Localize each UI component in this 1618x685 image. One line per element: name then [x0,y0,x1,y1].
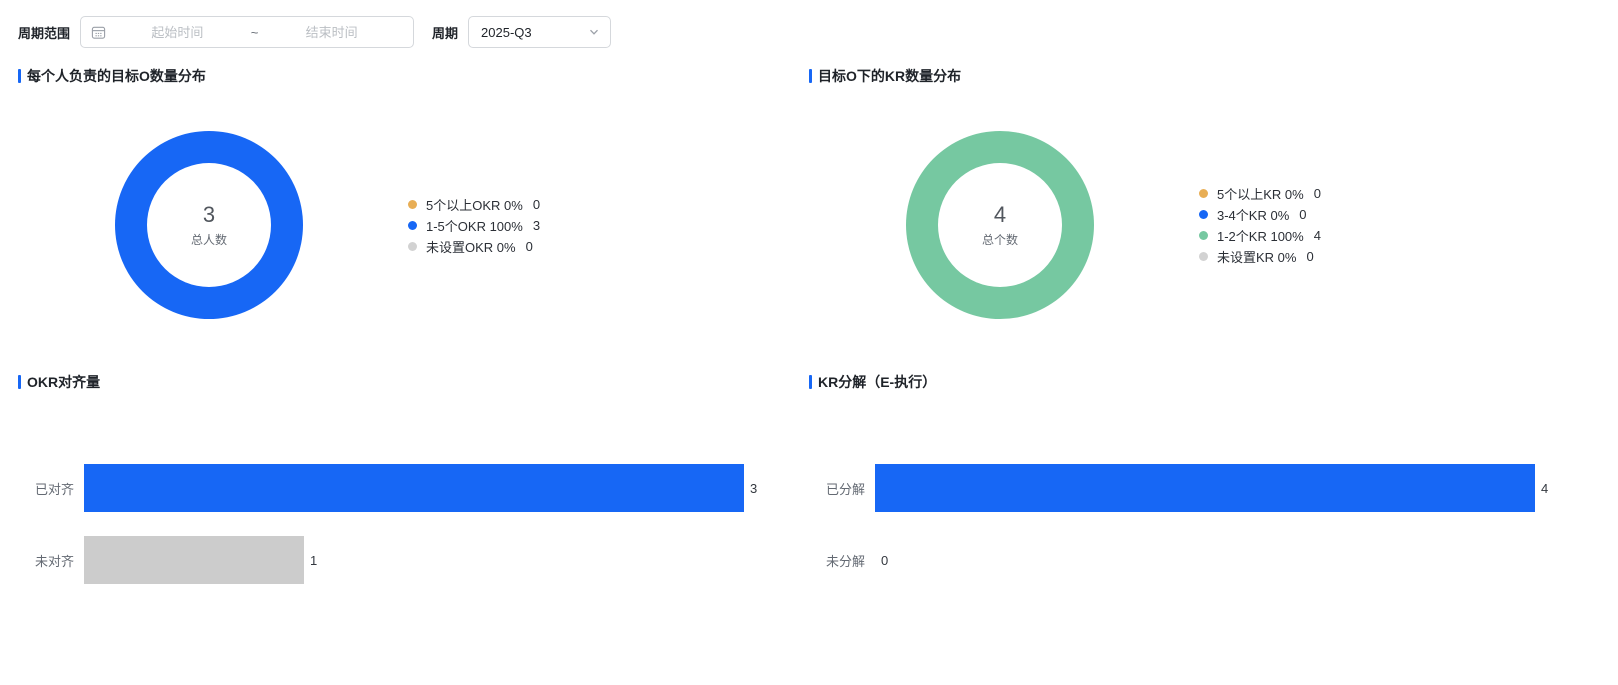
panel-okr-alignment: OKR对齐量 已对齐 3 未对齐 1 [18,372,809,608]
donut-chart-kr-count: 4 总个数 [906,131,1094,319]
bar-value: 4 [1541,480,1549,496]
bar-category-label: 未分解 [825,553,865,569]
panel-title-text: 每个人负责的目标O数量分布 [27,68,206,84]
bar [84,536,304,584]
bar-row: 未对齐 1 [18,536,809,584]
donut-total-label: 总个数 [981,233,1018,248]
period-select-value: 2025-Q3 [481,24,532,40]
legend-dot-icon [1199,252,1208,261]
panel-title-text: 目标O下的KR数量分布 [818,68,962,84]
legend-count: 0 [1313,186,1321,201]
chevron-down-icon [590,29,598,35]
legend-label: 1-5个OKR 100% [426,218,523,234]
legend-dot-icon [1199,189,1208,198]
end-date-input[interactable] [260,24,404,40]
legend-item: 未设置OKR 0% 0 [408,236,540,257]
bar-row: 已对齐 3 [18,464,809,512]
calendar-icon [91,26,106,39]
legend-dot-icon [1199,231,1208,240]
bar-row: 未分解 0 [809,536,1600,584]
panel-title: KR分解（E-执行） [809,372,1600,392]
donut-center: 4 总个数 [938,163,1062,287]
legend-item: 3-4个KR 0% 0 [1199,204,1321,225]
title-marker [809,375,812,389]
legend-count: 3 [532,217,541,233]
panel-title-text: OKR对齐量 [27,374,101,390]
legend-dot-icon [408,199,417,209]
legend-count: 0 [1306,249,1314,264]
legend-item: 5个以上KR 0% 0 [1199,183,1321,204]
donut-chart-o-count: 3 总人数 [115,131,303,319]
start-date-input[interactable] [106,24,249,40]
legend-label: 3-4个KR 0% [1217,208,1290,223]
period-select[interactable]: 2025-Q3 [468,16,612,48]
legend-kr-count: 5个以上KR 0% 0 3-4个KR 0% 0 1-2个KR 100% 4 未设置KR 0%… [1199,183,1321,267]
legend-label: 未设置KR 0% [1217,250,1297,265]
legend-item: 1-5个OKR 100% 3 [408,215,540,236]
donut-total-value: 4 [993,201,1007,227]
legend-count: 0 [525,238,533,254]
bar [875,464,1535,512]
bar-category-label: 已对齐 [34,481,74,497]
filter-bar: 周期范围 ~ 周期 2025-Q3 [0,0,1618,48]
bar-category-label: 已分解 [825,481,865,497]
bar-value: 1 [310,552,318,568]
bar-chart-kr-breakdown: 已分解 4 未分解 0 [809,392,1600,584]
legend-count: 0 [532,196,541,212]
legend-label: 未设置OKR 0% [426,239,516,255]
bar-chart-okr-alignment: 已对齐 3 未对齐 1 [18,392,809,584]
legend-dot-icon [1199,210,1208,219]
title-marker [18,375,21,389]
legend-item: 未设置KR 0% 0 [1199,246,1321,267]
panel-kr-breakdown: KR分解（E-执行） 已分解 4 未分解 0 [809,372,1600,608]
legend-label: 5个以上KR 0% [1217,187,1304,202]
donut-center: 3 总人数 [147,163,271,287]
panel-kr-count-distribution: 目标O下的KR数量分布 4 总个数 5个以上KR 0% 0 3-4个KR 0% 0 1-… [809,66,1600,319]
panel-o-count-distribution: 每个人负责的目标O数量分布 3 总人数 5个以上OKR 0% 0 1-5个OKR 1… [18,66,809,319]
legend-item: 5个以上OKR 0% 0 [408,194,540,215]
bar-value: 3 [750,480,758,496]
bar [84,464,744,512]
title-marker [18,69,21,83]
panel-title: OKR对齐量 [18,372,809,392]
panel-title-text: KR分解（E-执行） [818,374,937,390]
legend-label: 1-2个KR 100% [1217,229,1304,244]
legend-count: 0 [1299,207,1307,222]
bar-value: 0 [881,552,889,568]
legend-o-count: 5个以上OKR 0% 0 1-5个OKR 100% 3 未设置OKR 0% 0 [408,194,540,257]
legend-dot-icon [408,220,417,230]
period-label: 周期 [432,25,459,41]
bar-category-label: 未对齐 [34,553,74,569]
title-marker [809,69,812,83]
legend-dot-icon [408,241,417,251]
panel-title: 目标O下的KR数量分布 [809,66,1600,86]
legend-count: 4 [1313,228,1321,243]
legend-label: 5个以上OKR 0% [426,197,523,213]
donut-total-label: 总人数 [190,233,227,248]
donut-total-value: 3 [202,201,216,227]
bar-row: 已分解 4 [809,464,1600,512]
date-range-separator: ~ [250,24,259,40]
date-range-picker[interactable]: ~ [80,16,415,48]
period-range-label: 周期范围 [18,25,71,41]
panel-title: 每个人负责的目标O数量分布 [18,66,809,86]
dashboard-grid: 每个人负责的目标O数量分布 3 总人数 5个以上OKR 0% 0 1-5个OKR 1… [0,48,1618,608]
legend-item: 1-2个KR 100% 4 [1199,225,1321,246]
